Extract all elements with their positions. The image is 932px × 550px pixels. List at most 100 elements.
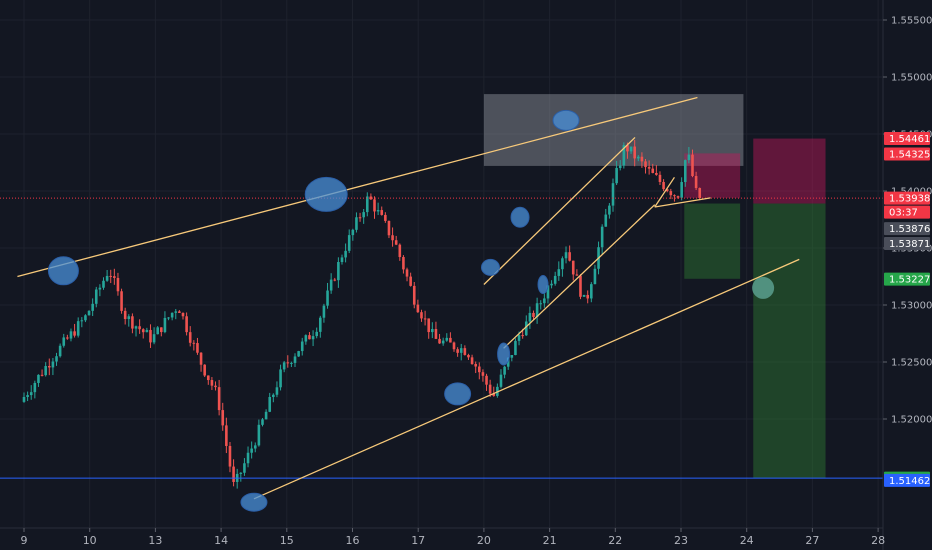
candle-body — [98, 287, 102, 290]
time-axis[interactable]: 9 10 13 14 15 16 17 20 21 22 23 24 27 28 — [21, 528, 886, 547]
candle-body — [192, 342, 196, 344]
candle-body — [257, 424, 261, 446]
trendline[interactable] — [253, 258, 800, 500]
candle-body — [423, 318, 427, 320]
candle-body — [524, 321, 528, 336]
candle-body — [564, 252, 568, 259]
candle-body — [499, 374, 503, 387]
position-box[interactable] — [753, 203, 826, 479]
candle-body — [669, 191, 673, 196]
highlight-ellipses[interactable] — [47, 109, 580, 512]
price-tick-label: 1.53000 — [891, 301, 932, 312]
candle-body — [62, 337, 66, 346]
candle-body — [253, 445, 257, 449]
highlight-ellipse[interactable] — [552, 109, 580, 131]
trendlines[interactable] — [17, 96, 800, 500]
candle-body — [441, 340, 445, 344]
candle-body — [178, 311, 181, 313]
candle-body — [557, 269, 561, 276]
price-tag-bg — [884, 131, 930, 145]
candle-body — [561, 258, 564, 270]
highlight-ellipse[interactable] — [497, 342, 511, 366]
candle-body — [268, 396, 272, 412]
candle-body — [647, 167, 651, 169]
position-box[interactable] — [483, 94, 744, 166]
time-tick-label: 21 — [543, 534, 557, 547]
candle-body — [210, 380, 214, 386]
trendline[interactable] — [654, 176, 675, 208]
candle-body — [633, 146, 636, 159]
price-tag-label: 1.53871 — [889, 239, 930, 250]
candle-body — [449, 337, 452, 343]
candle-body — [571, 260, 575, 275]
candle-body — [300, 341, 304, 352]
time-tick-label: 20 — [477, 534, 491, 547]
candle-body — [246, 452, 250, 464]
highlight-ellipse[interactable] — [47, 256, 79, 286]
target-marker[interactable] — [752, 276, 775, 299]
candle-body — [543, 298, 546, 304]
candle-body — [261, 419, 264, 425]
candle-body — [535, 303, 539, 317]
candle-body — [33, 382, 37, 393]
candle-body — [123, 310, 127, 320]
trendline[interactable] — [503, 204, 656, 349]
price-tag-label: 1.53227 — [889, 275, 930, 286]
candle-body — [225, 425, 228, 446]
candle-body — [290, 362, 293, 364]
position-boxes[interactable] — [483, 94, 826, 479]
candle-body — [358, 217, 362, 219]
highlight-ellipse[interactable] — [537, 274, 549, 294]
candle-body — [44, 366, 47, 376]
price-tick-label: 1.55000 — [891, 73, 932, 84]
candle-body — [655, 172, 658, 175]
candle-body — [409, 276, 412, 286]
candle-body — [170, 312, 174, 318]
highlight-ellipse[interactable] — [304, 176, 348, 212]
time-tick-label: 27 — [805, 534, 819, 547]
candle-body — [69, 331, 73, 339]
highlight-ellipse[interactable] — [444, 382, 472, 406]
candle-body — [369, 196, 373, 200]
candle-body — [658, 174, 662, 182]
position-box[interactable] — [684, 203, 741, 279]
candle-body — [579, 275, 582, 297]
price-tag-bg — [884, 147, 930, 161]
trendline[interactable] — [654, 197, 711, 208]
candle-body — [181, 312, 185, 317]
trendline[interactable] — [483, 136, 636, 285]
candle-body — [521, 335, 524, 337]
candle-body — [203, 364, 206, 376]
candle-body — [365, 196, 369, 213]
candle-body — [492, 393, 496, 396]
candle-body — [662, 181, 665, 190]
candle-body — [333, 279, 337, 281]
candle-body — [55, 356, 58, 362]
price-tag-bg — [884, 236, 930, 250]
price-tick-label: 1.52500 — [891, 358, 932, 369]
target-circle[interactable] — [752, 276, 775, 299]
candle-body — [586, 294, 590, 299]
candle-body — [40, 374, 44, 376]
highlight-ellipse[interactable] — [480, 258, 500, 276]
candle-body — [618, 165, 622, 169]
candle-body — [293, 356, 297, 363]
candle-body — [304, 335, 308, 342]
candle-body — [510, 355, 514, 358]
candle-body — [387, 220, 391, 236]
highlight-ellipse[interactable] — [510, 206, 530, 228]
candle-body — [134, 326, 138, 329]
price-tick-label: 1.52000 — [891, 415, 932, 426]
price-tag-label: 03:37 — [889, 208, 918, 219]
trendline[interactable] — [17, 96, 698, 278]
candle-body — [402, 257, 405, 270]
candle-body — [608, 205, 611, 215]
position-box[interactable] — [753, 138, 826, 204]
candle-body — [532, 312, 535, 317]
candle-body — [145, 329, 149, 333]
highlight-ellipse[interactable] — [240, 492, 268, 512]
candle-body — [629, 146, 633, 152]
time-tick-label: 16 — [346, 534, 360, 547]
candle-body — [58, 345, 62, 357]
